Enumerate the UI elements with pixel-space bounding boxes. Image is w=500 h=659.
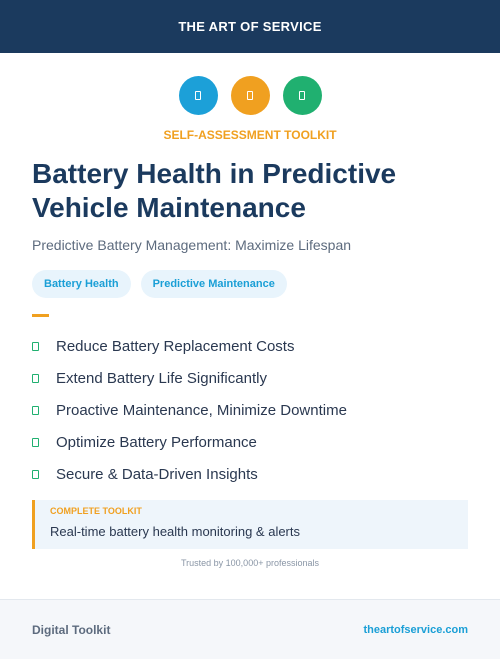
accent-divider <box>32 314 49 317</box>
tag-battery-health[interactable]: Battery Health <box>32 270 131 298</box>
feature-text: Proactive Maintenance, Minimize Downtime <box>56 401 347 419</box>
tag-list: Battery Health Predictive Maintenance <box>32 270 287 298</box>
feature-text: Optimize Battery Performance <box>56 433 257 451</box>
check-icon <box>32 405 39 415</box>
feature-item: Reduce Battery Replacement Costs <box>32 330 347 362</box>
feature-item: Secure & Data-Driven Insights <box>32 458 347 490</box>
feature-text: Secure & Data-Driven Insights <box>56 465 258 483</box>
page-title: Battery Health in Predictive Vehicle Mai… <box>32 158 397 223</box>
feature-list: Reduce Battery Replacement Costs Extend … <box>32 330 347 490</box>
check-icon <box>32 469 39 479</box>
page-subtitle: Predictive Battery Management: Maximize … <box>32 237 352 253</box>
feature-item: Optimize Battery Performance <box>32 426 347 458</box>
website-link[interactable]: theartofservice.com <box>363 623 468 636</box>
footer: Digital Toolkit theartofservice.com <box>0 599 500 659</box>
feature-text: Reduce Battery Replacement Costs <box>56 337 295 355</box>
toolkit-label: COMPLETE TOOLKIT <box>50 506 142 516</box>
feature-item: Proactive Maintenance, Minimize Downtime <box>32 394 347 426</box>
toolkit-description: Real-time battery health monitoring & al… <box>50 524 301 539</box>
brand-title: THE ART OF SERVICE <box>178 19 322 34</box>
tag-predictive-maintenance[interactable]: Predictive Maintenance <box>140 270 287 298</box>
feature-item: Extend Battery Life Significantly <box>32 362 347 394</box>
eyebrow-label: SELF-ASSESSMENT TOOLKIT <box>163 128 337 142</box>
check-icon <box>32 341 39 351</box>
trusted-note: Trusted by 100,000+ professionals <box>180 558 319 568</box>
checklist-icon <box>282 76 322 115</box>
document-icon <box>178 76 218 115</box>
feature-text: Extend Battery Life Significantly <box>56 369 267 387</box>
check-icon <box>32 373 39 383</box>
toolkit-callout: COMPLETE TOOLKIT Real-time battery healt… <box>32 500 468 549</box>
header-banner: THE ART OF SERVICE <box>0 0 500 53</box>
check-icon <box>32 437 39 447</box>
footer-label: Digital Toolkit <box>32 622 111 637</box>
clipboard-icon <box>230 76 270 115</box>
icon-row <box>0 76 500 115</box>
